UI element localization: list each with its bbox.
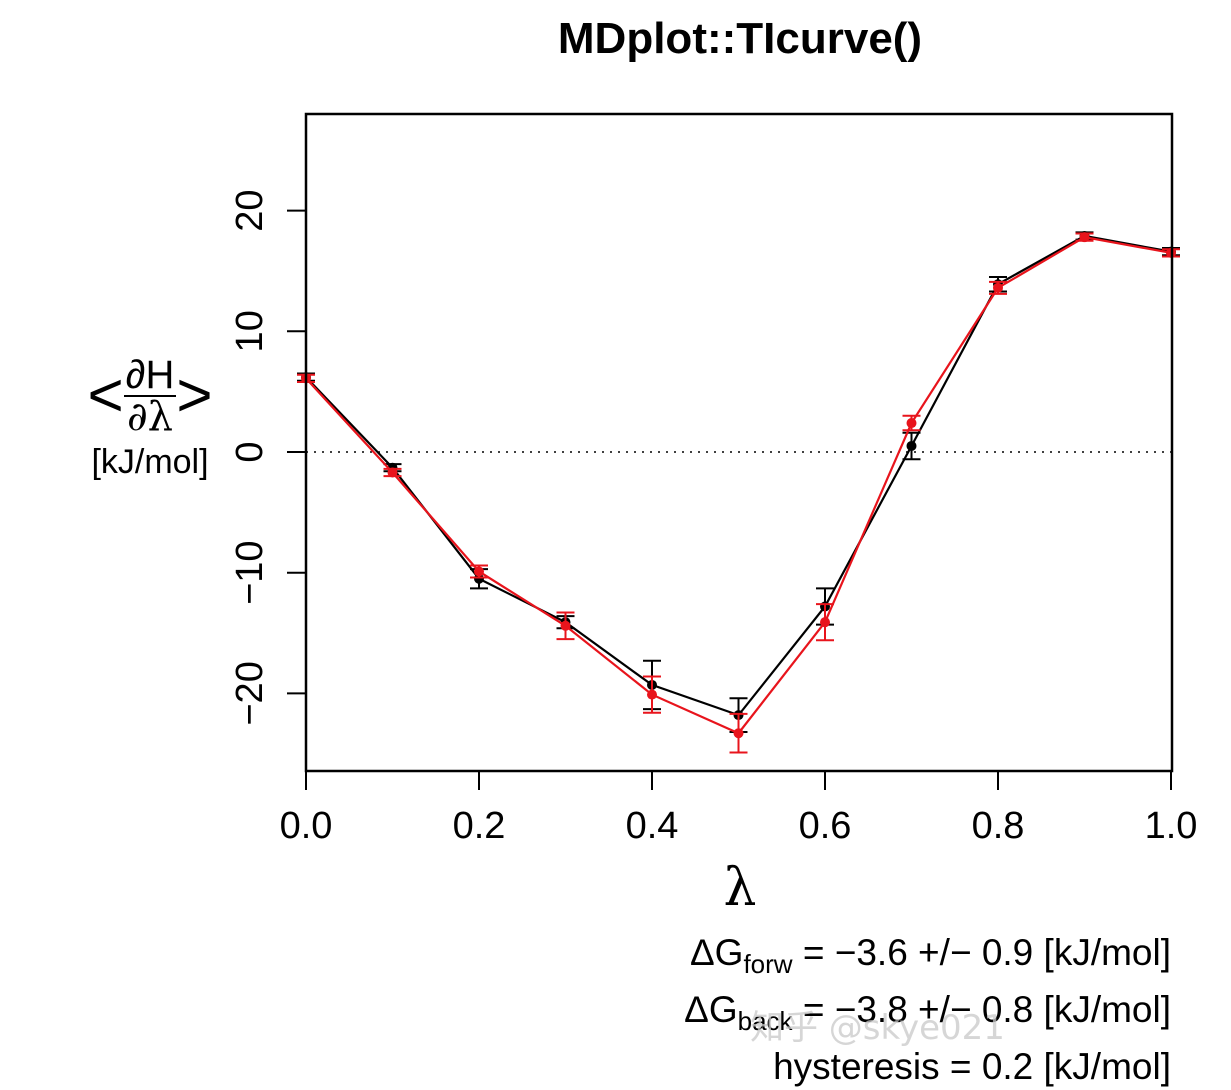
series-backward: [297, 232, 1180, 754]
data-point: [820, 617, 830, 628]
stat-hysteresis: hysteresis = 0.2 [kJ/mol]: [773, 1046, 1171, 1087]
y-tick-label: −10: [229, 540, 271, 604]
watermark: 知乎 @skye021: [750, 1008, 1005, 1048]
x-tick-label: 1.0: [1145, 805, 1198, 847]
data-point: [560, 620, 571, 631]
series-forward: [297, 230, 1180, 734]
data-point: [474, 566, 484, 577]
x-tick-label: 0.4: [626, 805, 679, 847]
angle-bracket-left: <: [87, 361, 124, 430]
data-point: [993, 282, 1003, 293]
y-tick-label: −20: [229, 661, 271, 725]
stats-annotation: ΔGforw = −3.6 +/− 0.9 [kJ/mol] ΔGback = …: [684, 930, 1171, 1090]
data-point: [906, 440, 917, 451]
x-tick-label: 0.2: [453, 805, 506, 847]
x-tick-label: 0.0: [280, 805, 333, 847]
y-tick-label: 10: [229, 310, 271, 352]
series-layer: [297, 230, 1180, 754]
ylabel-denominator: ∂λ: [126, 394, 174, 440]
data-point: [906, 418, 917, 429]
x-axis-label: λ: [723, 858, 757, 918]
ylabel-unit: [kJ/mol]: [91, 443, 209, 481]
y-tick-label: 0: [229, 441, 271, 462]
chart-title: MDplot::TIcurve(): [557, 14, 923, 63]
y-tick-label: 20: [229, 189, 271, 231]
plot-frame: [304, 112, 1174, 773]
ylabel-numerator: ∂H: [123, 353, 177, 397]
data-point: [387, 467, 398, 478]
angle-bracket-right: >: [176, 361, 213, 430]
data-point: [647, 689, 657, 700]
x-axis: 0.0 0.2 0.4 0.6 0.8 1.0: [280, 771, 1198, 847]
x-tick-label: 0.8: [972, 805, 1025, 847]
y-axis-label: < ∂H ∂λ > [kJ/mol]: [70, 355, 230, 482]
data-point: [1079, 232, 1090, 243]
data-point: [733, 728, 744, 739]
stat-backward: ΔGback = −3.8 +/− 0.8 [kJ/mol]: [684, 989, 1171, 1036]
x-tick-label: 0.6: [799, 805, 852, 847]
y-axis: −20 −10 0 10 20: [229, 189, 306, 726]
data-point: [474, 573, 484, 584]
stat-forward: ΔGforw = −3.6 +/− 0.9 [kJ/mol]: [689, 932, 1171, 979]
